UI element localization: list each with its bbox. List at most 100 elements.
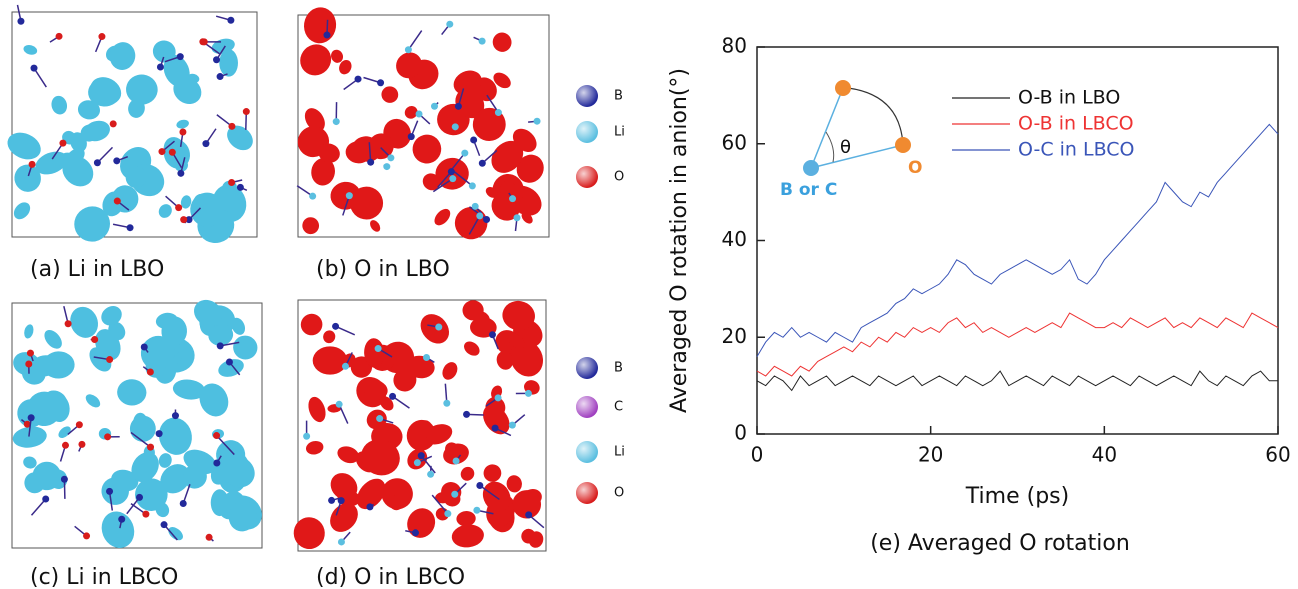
atom [376,415,384,423]
density-blob [158,453,172,468]
density-blob [300,313,323,336]
atom [533,117,541,125]
density-blob [370,220,381,232]
atom [228,122,236,130]
density-blob [23,456,37,469]
y-tick-label: 0 [734,421,747,445]
atom [140,343,148,351]
density-blob [456,511,476,527]
atom [413,459,421,467]
atom [42,495,50,503]
atom [444,510,452,518]
atom [335,400,343,408]
bond [468,215,481,235]
atom-label: C [614,400,623,415]
density-blob [42,351,75,379]
density-blob [337,446,360,464]
chart-title: (e) Averaged O rotation [870,531,1130,556]
atom [494,394,502,402]
density-blob [512,490,542,519]
atom [225,358,233,366]
density-blob [223,456,255,488]
density-blob [512,128,537,152]
density-blob [293,517,325,550]
density-blob [496,351,514,370]
y-axis-label: Averaged O rotation in anion(°) [667,68,692,413]
density-blob [180,195,192,209]
x-tick-label: 60 [1265,443,1290,467]
atom [93,159,101,167]
atom [354,75,362,83]
atom-shine [576,85,598,107]
density-blob [126,74,158,105]
bond [338,403,349,424]
bond [216,435,235,456]
atom [156,63,164,71]
density-blob [125,166,147,189]
atom [146,368,154,376]
atom [106,356,114,364]
atom [341,362,349,370]
atom [332,322,340,330]
density-blob [88,78,121,107]
density-blob [102,191,124,217]
density-blob [323,330,336,344]
atom [473,506,481,514]
density-blob [51,95,68,115]
density-blob [304,108,325,132]
density-blob [155,502,170,518]
density-blob [379,396,394,411]
bond [450,152,466,171]
bond [407,30,423,51]
density-blob [483,405,510,435]
density-blob [111,469,139,492]
legend-label: O-B in LBO [1018,87,1120,109]
atom-shine [576,121,598,143]
density-blob [24,324,34,339]
atom [423,353,431,361]
density-blob [302,217,320,235]
atom [411,529,419,537]
atom [213,459,221,467]
density-blob [405,355,435,379]
atom [404,46,412,54]
atom [118,515,126,523]
atom [236,183,244,191]
atom [463,410,471,418]
atom [446,20,454,28]
density-blob [356,478,386,510]
density-blob [219,49,238,77]
atom [407,133,415,141]
atom [389,392,397,400]
series-line [756,123,1279,357]
density-blob [140,335,175,370]
density-blob [300,44,332,76]
atom [494,109,502,117]
atom [61,441,69,449]
density-blob [49,469,68,490]
atom [59,139,67,147]
y-tick-label: 80 [722,34,747,58]
y-tick-label: 60 [722,130,747,154]
atom [106,487,114,495]
atom [470,136,478,144]
atom [509,195,517,203]
atom-label: B [614,89,623,104]
bond [33,67,47,88]
atom [483,215,491,223]
density-blob [451,524,484,548]
inset-angle: θ [840,137,851,158]
atom [216,73,224,81]
atom [478,159,486,167]
density-blob [26,391,62,427]
atom [451,123,459,131]
atom [91,336,99,344]
density-blob [396,52,422,79]
atom [104,433,112,441]
series-line [756,370,1278,392]
atom [309,192,317,200]
density-blob [502,300,535,331]
legend-label: O-C in LBCO [1018,139,1135,161]
density-blob [23,45,38,55]
